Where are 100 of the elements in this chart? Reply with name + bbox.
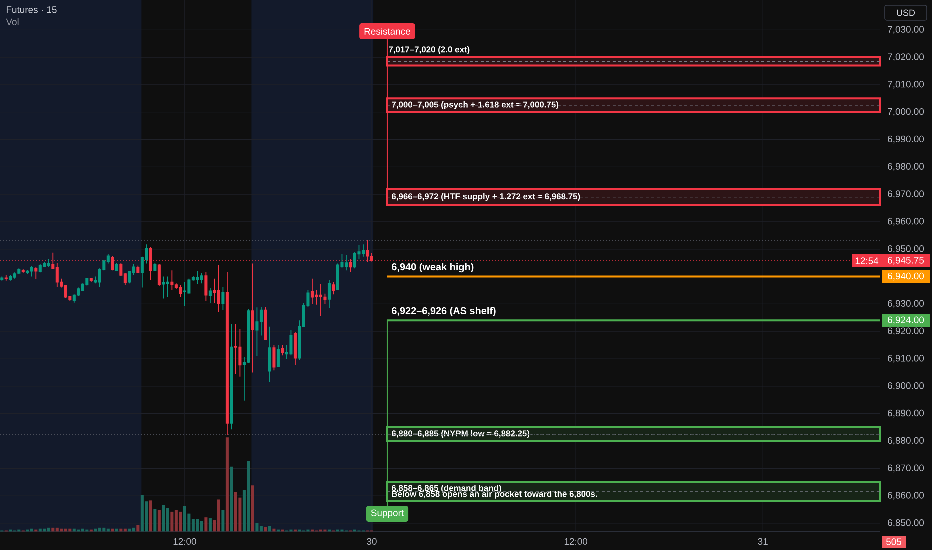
y-tick-label: 7,030.00: [888, 26, 924, 34]
candlestick: [183, 282, 186, 307]
bar: [204, 518, 208, 532]
bar: [183, 506, 186, 532]
candlestick: [222, 286, 225, 311]
y-axis-title: USD: [897, 10, 916, 16]
chart-title: Vol: [6, 18, 19, 26]
candlestick: [0, 276, 4, 282]
candlestick: [4, 274, 8, 282]
candlestick: [281, 344, 284, 356]
bar: [260, 526, 263, 532]
candlestick: [328, 280, 331, 309]
bar: [200, 521, 204, 532]
y-tick-label: 6,940.00: [888, 272, 924, 281]
bar: [256, 523, 259, 532]
x-tick-label: 30: [367, 538, 377, 546]
bar: [222, 510, 225, 532]
bar: [56, 528, 59, 532]
candlestick: [38, 264, 42, 274]
bar: [102, 528, 106, 532]
candlestick: [26, 269, 30, 275]
candlestick: [294, 332, 297, 366]
y-tick-label: 6,900.00: [888, 382, 924, 390]
text: Futures · 15: [6, 6, 57, 14]
candlestick: [230, 324, 234, 430]
annotation: Resistance: [364, 28, 410, 35]
y-tick-label: 6,920.00: [888, 328, 924, 336]
y-tick-label: 6,924.00: [888, 316, 924, 325]
candlestick: [9, 274, 12, 282]
candlestick: [115, 262, 118, 272]
bar: [52, 528, 55, 532]
bar: [230, 466, 234, 532]
bar: [47, 528, 50, 532]
y-tick-label: 6,880.00: [888, 437, 924, 446]
candlestick: [319, 284, 322, 317]
candlestick: [170, 270, 174, 291]
y-tick-label: 6,990.00: [888, 136, 924, 144]
bar: [208, 518, 212, 532]
candlestick: [13, 272, 16, 280]
band-label: 7,017–7,020 (2.0 ext): [389, 46, 470, 54]
candlestick: [179, 284, 182, 298]
bar: [166, 508, 170, 532]
candlestick: [251, 263, 254, 374]
bar: [264, 526, 268, 532]
candlestick: [136, 265, 140, 274]
candlestick: [90, 278, 93, 283]
bar: [247, 461, 250, 532]
candlestick: [22, 268, 25, 274]
y-tick-label: 6,890.00: [888, 410, 924, 418]
y-tick-label: 6,980.00: [888, 163, 924, 172]
candlestick: [166, 276, 170, 298]
candlestick: [47, 258, 50, 268]
candlestick: [226, 272, 229, 436]
bar: [140, 495, 144, 532]
candlestick: [268, 326, 272, 383]
band-label: 7,000–7,005 (psych + 1.618 ext ≈ 7,000.75): [392, 102, 559, 110]
bar: [179, 512, 182, 532]
candlestick: [18, 268, 21, 275]
x-tick-label: 31: [758, 538, 768, 546]
candlestick: [208, 288, 212, 304]
x-tick-label: 12:00: [174, 538, 196, 546]
candlestick: [162, 276, 166, 300]
candlestick: [204, 272, 208, 302]
candlestick: [196, 270, 200, 285]
ref-line-label: 6,922–6,926 (AS shelf): [392, 307, 496, 316]
bar: [132, 528, 136, 532]
y-tick-label: 6,945.75: [888, 257, 924, 265]
y-tick-label: 6,960.00: [888, 218, 924, 226]
y-tick-label: 6,850.00: [888, 520, 924, 528]
candlestick: [310, 278, 314, 305]
bar: [226, 438, 229, 532]
candlestick: [154, 262, 157, 272]
y-tick-label: 7,010.00: [888, 81, 924, 89]
y-tick-label: 6,930.00: [888, 300, 924, 308]
y-tick-label: 6,870.00: [888, 464, 924, 473]
candlestick: [344, 255, 348, 272]
bar: [196, 519, 200, 532]
bar: [170, 512, 174, 532]
candlestick: [30, 266, 34, 278]
bar: [158, 510, 161, 532]
candlestick: [324, 293, 327, 305]
x-tick-label: 12:00: [564, 538, 588, 546]
bar: [162, 505, 166, 532]
bar: [98, 528, 102, 532]
candlestick: [362, 244, 365, 258]
candlestick: [34, 266, 38, 280]
bar: [251, 486, 254, 532]
y-tick-label: 7,000.00: [888, 108, 924, 116]
annotation: 12:54: [856, 258, 879, 264]
bar: [174, 510, 178, 532]
y-tick-label: 6,860.00: [888, 492, 924, 500]
candlestick: [276, 344, 280, 368]
bar: [217, 500, 220, 532]
candlestick: [217, 264, 220, 313]
y-tick-label: 6,970.00: [888, 190, 924, 198]
bar: [154, 509, 157, 532]
candlestick: [200, 272, 204, 284]
candlestick: [256, 307, 259, 357]
candlestick: [332, 282, 336, 296]
bar: [149, 500, 152, 532]
